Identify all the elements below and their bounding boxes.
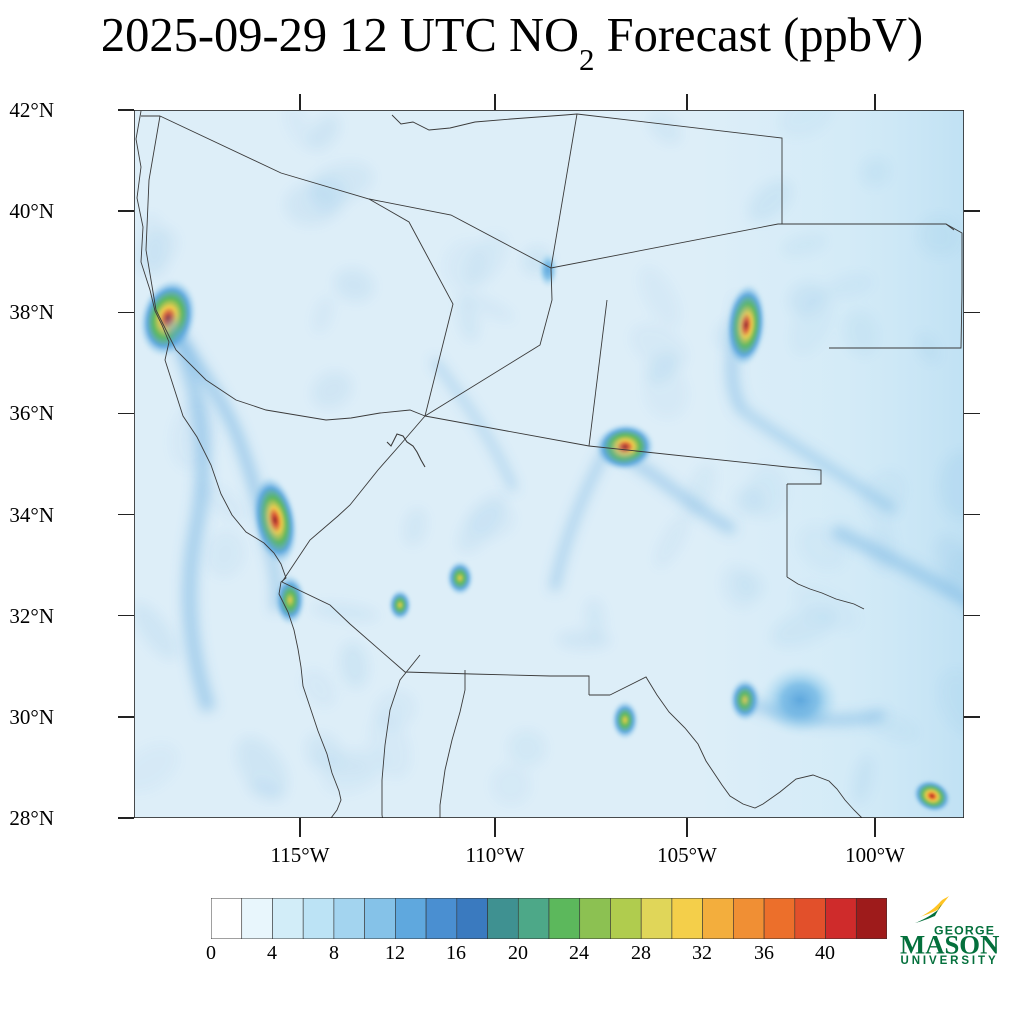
svg-text:UNIVERSITY: UNIVERSITY [901, 955, 999, 967]
